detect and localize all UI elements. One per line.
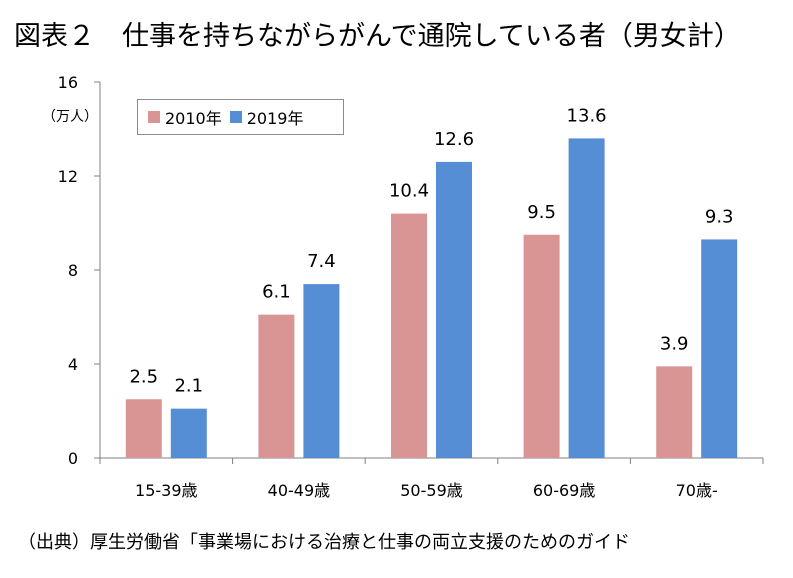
source-note: （出典）厚生労働省「事業場における治療と仕事の両立支援のためのガイド <box>18 532 630 553</box>
x-tick-label: 15-39歳 <box>135 481 198 500</box>
legend-label-2019: 2019年 <box>246 109 304 128</box>
legend-swatch-2019 <box>229 111 242 123</box>
bar-2010年-15-39歳 <box>125 399 162 458</box>
legend-item-2019: 2019年 <box>229 105 304 129</box>
y-tick-label: 0 <box>68 449 78 468</box>
y-tick-label: 4 <box>68 355 78 374</box>
legend-item-2010: 2010年 <box>148 105 222 129</box>
bar-2019年-50-59歳 <box>436 161 472 458</box>
data-label: 10.4 <box>389 181 429 202</box>
data-label: 6.1 <box>262 282 291 303</box>
bar-2019年-15-39歳 <box>170 408 207 458</box>
bar-2019年-40-49歳 <box>303 284 340 458</box>
bar-2010年-50-59歳 <box>391 213 427 458</box>
x-tick-label: 70歳- <box>676 481 718 500</box>
data-label: 12.6 <box>434 129 474 150</box>
bar-2010年-70歳- <box>656 366 693 458</box>
bar-2010年-60-69歳 <box>523 234 560 458</box>
y-tick-label: 12 <box>58 167 78 186</box>
data-label: 9.5 <box>527 202 556 223</box>
y-axis-unit-label: （万人） <box>42 109 98 125</box>
bar-chart: 0 4 8 12 16 15-39歳 40-49歳 50-59歳 60-69歳 70歳- 2.5 6.… <box>58 73 764 500</box>
data-label: 2.5 <box>129 366 158 387</box>
x-tick-label: 40-49歳 <box>268 481 331 500</box>
y-tick-label: 16 <box>58 73 78 92</box>
data-label: 9.3 <box>705 206 734 227</box>
data-label: 13.6 <box>567 105 607 126</box>
chart-legend: 2010年 2019年 <box>137 99 344 135</box>
chart-title: 図表２ 仕事を持ちながらがんで通院している者（男女計） <box>14 21 741 52</box>
legend-swatch-2010 <box>148 111 160 123</box>
bar-2019年-70歳- <box>701 239 738 458</box>
data-label: 2.1 <box>174 376 203 397</box>
data-label: 7.4 <box>307 251 336 272</box>
y-tick-label: 8 <box>68 261 78 280</box>
bar-2010年-40-49歳 <box>258 314 295 458</box>
x-tick-label: 60-69歳 <box>533 481 596 500</box>
data-label: 3.9 <box>660 333 689 354</box>
bar-2019年-60-69歳 <box>568 138 605 458</box>
legend-label-2010: 2010年 <box>165 109 222 128</box>
x-tick-label: 50-59歳 <box>400 481 463 500</box>
